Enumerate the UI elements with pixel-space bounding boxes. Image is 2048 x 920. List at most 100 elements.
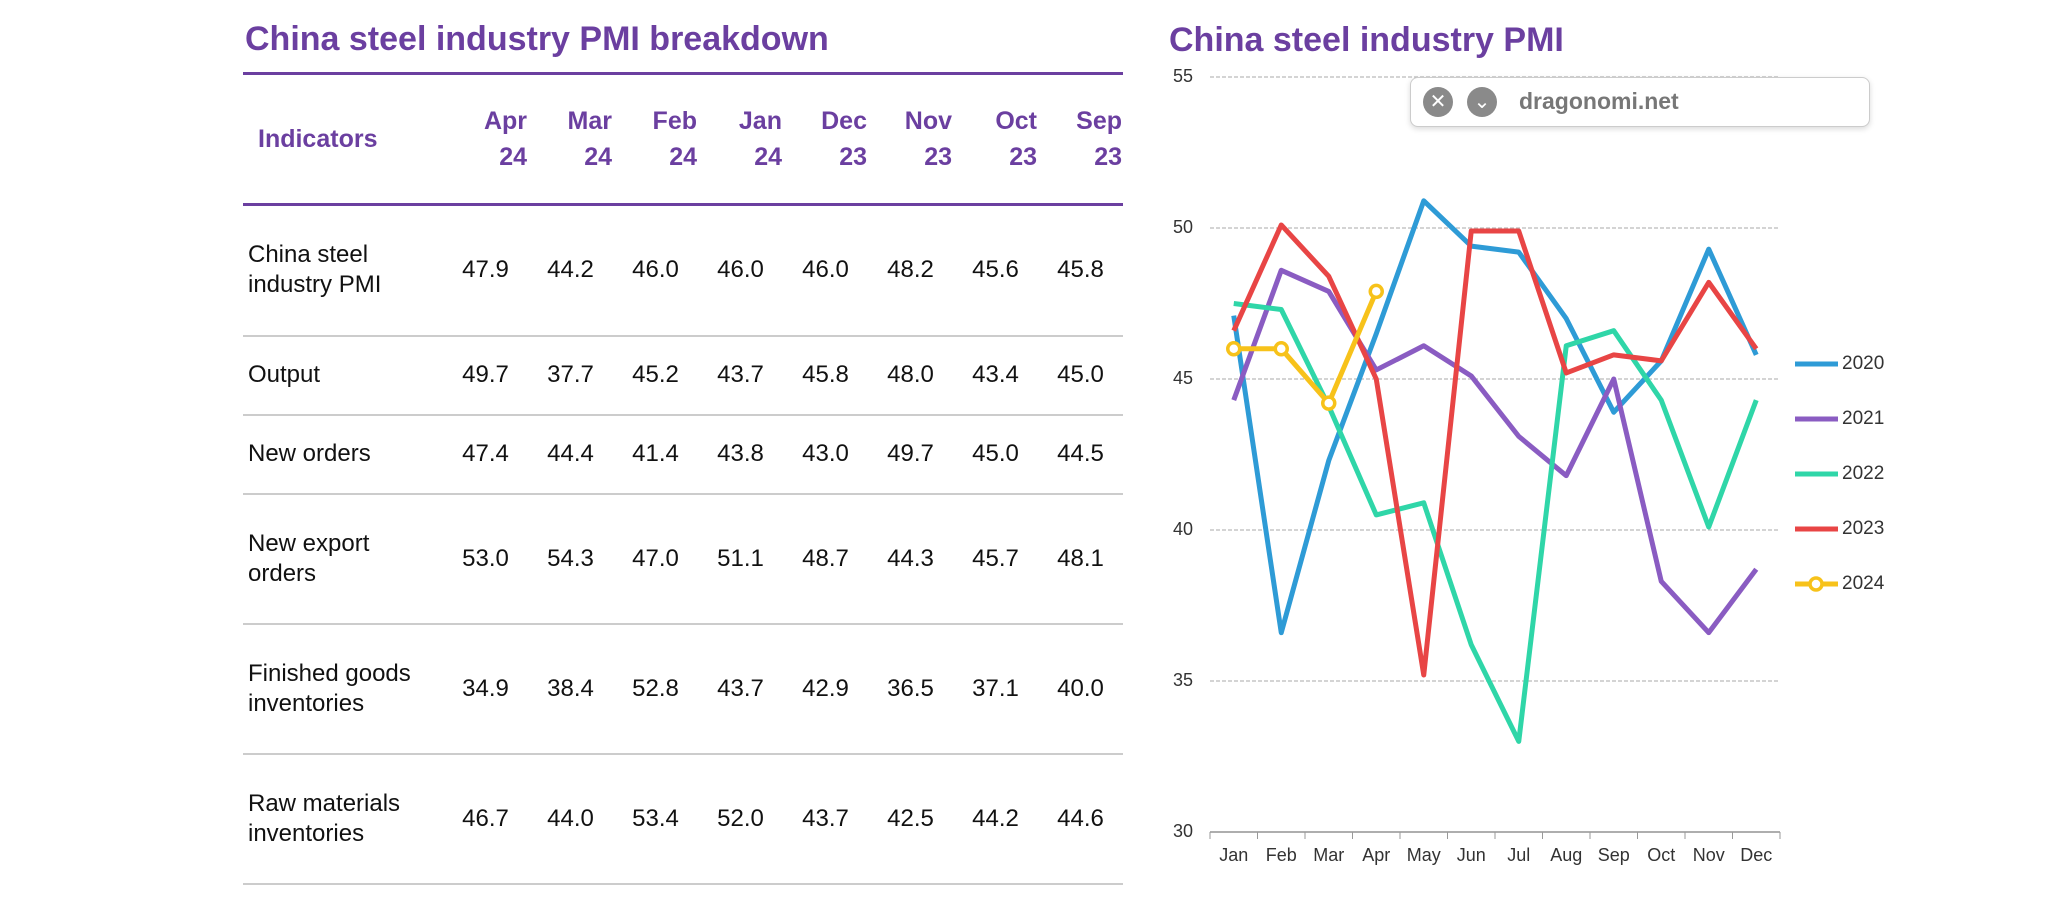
- cell-text: 44.0: [547, 804, 594, 832]
- value-cell: 42.9: [783, 623, 868, 755]
- value-cell: 47.0: [613, 493, 698, 625]
- series-marker: [1226, 341, 1242, 357]
- value-cell: 45.7: [953, 493, 1038, 625]
- x-tick-label: Jun: [1457, 845, 1486, 865]
- cell-text: 46.7: [462, 804, 509, 832]
- cell-text: 49.7: [462, 361, 509, 388]
- value-cell: 38.4: [528, 623, 613, 755]
- value-cell: 43.7: [698, 335, 783, 416]
- value-cell: 44.5: [1038, 414, 1123, 495]
- row-label: Finished goods inventories: [243, 623, 443, 755]
- series-line: [1231, 198, 1759, 636]
- cell-text: 45.0: [972, 440, 1019, 467]
- table-row: New orders 47.4 44.4 41.4 43.8 43.0 49.7 45.0 44…: [243, 414, 1123, 495]
- value-cell: 41.4: [613, 414, 698, 495]
- legend-label: 2022: [1842, 463, 1884, 484]
- cell-text: 54.3: [547, 544, 594, 572]
- cell-text: 52.8: [632, 674, 679, 702]
- value-cell: 42.5: [868, 753, 953, 885]
- url-overlay[interactable]: ✕ ⌄ dragonomi.net: [1410, 77, 1870, 127]
- y-tick-label: 45: [1173, 368, 1193, 388]
- cell-text: 45.0: [1057, 361, 1104, 388]
- value-cell: 44.0: [528, 753, 613, 885]
- header-cell: Dec 23: [783, 72, 868, 206]
- header-cell: Indicators: [243, 72, 443, 206]
- value-cell: 52.8: [613, 623, 698, 755]
- value-cell: 43.0: [783, 414, 868, 495]
- cell-text: Nov 23: [904, 107, 952, 171]
- cell-text: 42.5: [887, 804, 934, 832]
- cell-text: 44.4: [547, 440, 594, 467]
- cell-text: 51.1: [717, 544, 764, 572]
- x-tick-label: Aug: [1550, 845, 1582, 865]
- cell-text: New orders: [248, 440, 371, 467]
- legend-label: 2023: [1842, 518, 1884, 539]
- value-cell: 48.7: [783, 493, 868, 625]
- x-tick-label: Jan: [1219, 845, 1248, 865]
- chart-title: China steel industry PMI: [1169, 21, 1564, 59]
- cell-text: 34.9: [462, 674, 509, 702]
- cell-text: 53.0: [462, 544, 509, 572]
- cell-text: 52.0: [717, 804, 764, 832]
- row-label: New orders: [243, 414, 443, 495]
- value-cell: 43.4: [953, 335, 1038, 416]
- header-cell: Nov 23: [868, 72, 953, 206]
- header-cell: Feb 24: [613, 72, 698, 206]
- value-cell: 54.3: [528, 493, 613, 625]
- cell-text: 44.5: [1057, 440, 1104, 467]
- table-row: New export orders 53.0 54.3 47.0 51.1 48.7 44.…: [243, 493, 1123, 625]
- value-cell: 45.8: [783, 335, 868, 416]
- cell-text: Sep 23: [1076, 107, 1122, 171]
- cell-text: 43.8: [717, 440, 764, 467]
- y-tick-label: 40: [1173, 519, 1193, 539]
- cell-text: Dec 23: [821, 107, 867, 171]
- x-tick-label: Sep: [1598, 845, 1630, 865]
- cell-text: 41.4: [632, 440, 679, 467]
- legend-label: 2020: [1842, 353, 1884, 374]
- cell-text: 49.7: [887, 440, 934, 467]
- cell-text: Output: [248, 361, 321, 388]
- series-line: [1231, 222, 1759, 678]
- cell-text: New export orders: [248, 529, 370, 587]
- value-cell: 44.6: [1038, 753, 1123, 885]
- header-row: Indicators Apr 24 Mar 24 Feb 24 Jan 24 Dec 23…: [243, 72, 1123, 206]
- table-row: China steel industry PMI 47.9 44.2 46.0 46.0…: [243, 204, 1123, 337]
- cell-text: 48.0: [887, 361, 934, 388]
- expand-button[interactable]: ⌄: [1467, 87, 1497, 117]
- cell-text: 45.6: [972, 256, 1019, 284]
- close-button[interactable]: ✕: [1423, 87, 1453, 117]
- cell-text: 43.7: [717, 674, 764, 702]
- cell-text: 43.4: [972, 361, 1019, 388]
- cell-text: 43.0: [802, 440, 849, 467]
- series-line: [1233, 290, 1379, 406]
- cell-text: 44.2: [547, 256, 594, 284]
- value-cell: 46.7: [443, 753, 528, 885]
- value-cell: 40.0: [1038, 623, 1123, 755]
- cell-text: 53.4: [632, 804, 679, 832]
- header-cell: Jan 24: [698, 72, 783, 206]
- series-line: [1233, 301, 1759, 744]
- header-cell: Mar 24: [528, 72, 613, 206]
- cell-text: China steel industry PMI: [248, 241, 382, 299]
- cell-text: Indicators: [258, 125, 378, 153]
- y-tick-label: 55: [1173, 66, 1193, 86]
- value-cell: 45.8: [1038, 204, 1123, 337]
- value-cell: 46.0: [698, 204, 783, 337]
- cell-text: 36.5: [887, 674, 934, 702]
- value-cell: 43.7: [783, 753, 868, 885]
- cell-text: 46.0: [802, 256, 849, 284]
- table-title: China steel industry PMI breakdown: [245, 20, 829, 58]
- cell-text: Finished goods inventories: [248, 659, 411, 717]
- cell-text: 43.7: [717, 361, 764, 388]
- value-cell: 53.0: [443, 493, 528, 625]
- value-cell: 52.0: [698, 753, 783, 885]
- value-cell: 44.2: [953, 753, 1038, 885]
- value-cell: 44.3: [868, 493, 953, 625]
- series-line: [1231, 267, 1759, 636]
- value-cell: 44.4: [528, 414, 613, 495]
- y-tick-label: 30: [1173, 821, 1193, 841]
- cell-text: 45.8: [1057, 256, 1104, 284]
- cell-text: 44.3: [887, 544, 934, 572]
